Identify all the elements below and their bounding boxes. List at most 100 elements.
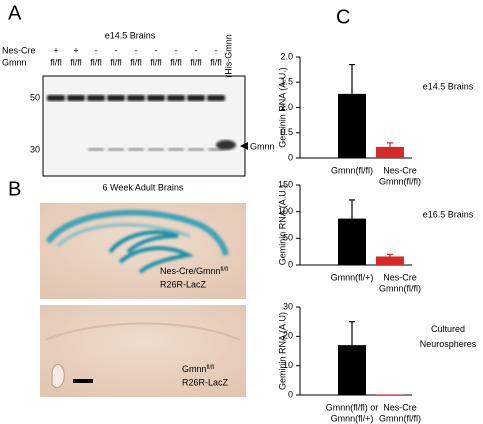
- panel-label: C: [336, 6, 350, 28]
- lane-sign: +: [53, 45, 58, 55]
- x-tick-label: Gmnn(fl/+): [331, 272, 374, 282]
- lane-sign: -: [115, 45, 118, 55]
- y-tick-label: 10: [283, 360, 293, 370]
- lane-genotype: fl/fl: [130, 57, 142, 67]
- band: [168, 148, 184, 151]
- superscript: fl/fl: [221, 267, 229, 273]
- marker-label: 30: [30, 144, 40, 154]
- y-tick-label: 0: [288, 152, 293, 162]
- stain: [108, 230, 179, 254]
- control-lane-label: rHis-Gmnn: [223, 34, 233, 78]
- band: [147, 95, 165, 101]
- x-tick-label: Gmnn(fl/fl) or: [326, 402, 379, 412]
- annotation: e16.5 Brains: [423, 209, 474, 219]
- band: [167, 95, 185, 101]
- y-tick-label: 30: [283, 301, 293, 311]
- image-label: R26R-LacZ: [182, 377, 229, 387]
- lane-genotype: fl/fl: [70, 57, 82, 67]
- image-label: Nes-Cre/Gmnnfl/fl: [160, 266, 228, 276]
- bar: [338, 218, 366, 265]
- bar: [376, 256, 404, 265]
- scale-bar: [73, 379, 93, 383]
- band: [187, 95, 205, 101]
- stain: [56, 223, 191, 248]
- lane-sign: -: [155, 45, 158, 55]
- bar: [376, 146, 404, 158]
- arrow: [240, 142, 248, 150]
- x-tick-label: Nes-Cre: [383, 402, 417, 412]
- y-tick-label: 2.0: [280, 51, 293, 61]
- lane-labels: + fl/fl + fl/fl - fl/fl - fl/fl - fl/fl - fl/fl - fl/…: [50, 45, 222, 67]
- bar: [338, 93, 366, 158]
- row-label: Gmnn: [2, 57, 27, 67]
- lane-genotype: fl/fl: [110, 57, 122, 67]
- x-tick-label: Gmnn(fl/+): [331, 413, 374, 423]
- lane-sign: -: [95, 45, 98, 55]
- lane-sign: -: [135, 45, 138, 55]
- row-label: Nes-Cre: [2, 45, 36, 55]
- band: [88, 148, 104, 151]
- band: [148, 148, 164, 151]
- annotation: Cultured: [431, 324, 465, 334]
- lane-genotype: fl/fl: [210, 57, 222, 67]
- tissue-hole: [51, 364, 65, 388]
- band: [107, 95, 125, 101]
- bands: [47, 95, 236, 151]
- lane-genotype: fl/fl: [170, 57, 182, 67]
- stain: [118, 246, 195, 274]
- band: [87, 95, 105, 101]
- y-axis-label: Geminin RNA (A.U.): [277, 185, 287, 266]
- x-tick-label: Nes-Cre: [383, 165, 417, 175]
- y-tick-label: 1.5: [280, 77, 293, 87]
- lane-genotype: fl/fl: [50, 57, 62, 67]
- bar: [338, 345, 366, 395]
- band: [216, 140, 236, 150]
- x-tick-label: Nes-Cre: [383, 272, 417, 282]
- panel-label: B: [8, 178, 21, 200]
- lane-sign: -: [175, 45, 178, 55]
- blot: [42, 75, 246, 177]
- y-tick-label: 150: [278, 179, 293, 189]
- blot-title: e14.5 Brains: [105, 30, 156, 40]
- tissue-edge: [44, 322, 241, 341]
- x-tick-label: Gmnn(fl/fl): [379, 413, 421, 423]
- genotype: Gmnn: [182, 364, 207, 374]
- band: [207, 95, 225, 101]
- x-tick-label: Gmnn(fl/fl): [379, 283, 421, 293]
- x-tick-label: Gmnn(fl/fl): [379, 176, 421, 186]
- lane-sign: -: [195, 45, 198, 55]
- lane-genotype: fl/fl: [150, 57, 162, 67]
- band: [47, 95, 65, 101]
- band: [128, 148, 144, 151]
- x-tick-label: Gmnn(fl/fl): [331, 165, 373, 175]
- bar: [376, 394, 404, 395]
- stain: [45, 209, 229, 256]
- y-axis-label: Geminin RNA (A.U.): [277, 67, 287, 148]
- image-title: 6 Week Adult Brains: [103, 182, 184, 192]
- band-label: Gmnn: [250, 141, 275, 151]
- band: [67, 95, 85, 101]
- panel-label: A: [8, 2, 22, 24]
- annotation: Neurospheres: [420, 339, 477, 349]
- lane-sign: -: [215, 45, 218, 55]
- image-label: R26R-LacZ: [160, 279, 207, 289]
- annotation: e14.5 Brains: [423, 81, 474, 91]
- band: [127, 95, 145, 101]
- lane-sign: +: [73, 45, 78, 55]
- y-tick-label: 0: [288, 259, 293, 269]
- y-tick-label: 100: [278, 206, 293, 216]
- y-tick-label: 50: [283, 233, 293, 243]
- charts: 0 0.5 1.0 1.5 2.0 Geminin RNA (A.U.) Gmnn(fl/f…: [277, 51, 476, 423]
- y-tick-label: 1.0: [280, 102, 293, 112]
- y-tick-label: 0: [288, 389, 293, 399]
- marker-label: 50: [30, 92, 40, 102]
- lacz-stain: [45, 209, 229, 274]
- band: [188, 148, 204, 151]
- genotype: Nes-Cre/Gmnn: [160, 266, 221, 276]
- lane-genotype: fl/fl: [190, 57, 202, 67]
- image-label: Gmnnfl/fl: [182, 364, 214, 374]
- y-axis-label: Geminin RNA (A.U): [277, 312, 287, 390]
- lane-genotype: fl/fl: [90, 57, 102, 67]
- y-tick-label: 0.5: [280, 127, 293, 137]
